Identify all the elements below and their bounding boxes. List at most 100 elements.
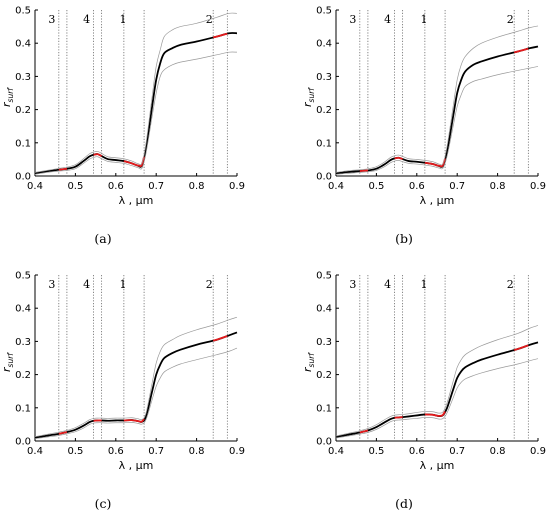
- mean-data-point: [432, 414, 434, 416]
- mean-data-point: [236, 32, 238, 34]
- mean-data-point: [347, 171, 349, 173]
- x-tick-label: 0.5: [368, 181, 384, 192]
- mean-data-point: [155, 374, 157, 376]
- band-label: 3: [349, 13, 356, 26]
- y-tick-label: 0.1: [15, 138, 31, 149]
- upper-envelope-line: [336, 26, 538, 172]
- mean-data-point: [394, 158, 396, 160]
- band-label: 1: [119, 13, 126, 26]
- mean-data-point: [368, 430, 370, 432]
- mean-data-point: [456, 92, 458, 94]
- mean-data-point: [537, 342, 539, 344]
- mean-data-point: [115, 159, 117, 161]
- y-axis-title: rsurf: [0, 87, 15, 107]
- mean-data-point: [529, 47, 531, 49]
- mean-data-point: [216, 339, 218, 341]
- y-tick-label: 0.5: [15, 271, 31, 282]
- x-tick-label: 0.9: [530, 181, 546, 192]
- mean-data-point: [131, 419, 133, 421]
- band-label: 2: [507, 278, 514, 291]
- band-label: 3: [349, 278, 356, 291]
- mean-data-point: [228, 335, 230, 337]
- mean-spectrum-line: [35, 33, 237, 173]
- panel-label: (d): [395, 496, 413, 511]
- y-tick-label: 0.5: [316, 271, 332, 282]
- mean-data-point: [163, 52, 165, 54]
- x-tick-label: 0.9: [229, 181, 245, 192]
- mean-data-point: [67, 431, 69, 433]
- x-tick-label: 0.5: [67, 446, 83, 457]
- mean-data-point: [390, 418, 392, 420]
- band-label: 3: [48, 13, 55, 26]
- band-highlight-segment: [59, 169, 67, 170]
- mean-data-point: [438, 165, 440, 167]
- mean-data-point: [172, 47, 174, 49]
- band-highlight-segment: [124, 419, 144, 422]
- mean-data-point: [416, 415, 418, 417]
- mean-data-point: [123, 420, 125, 422]
- x-axis-title: λ , µm: [420, 194, 455, 207]
- mean-data-point: [398, 417, 400, 419]
- mean-data-point: [464, 366, 466, 368]
- x-tick-label: 0.5: [67, 181, 83, 192]
- band-label: 2: [507, 13, 514, 26]
- mean-data-point: [180, 44, 182, 46]
- mean-data-point: [155, 79, 157, 81]
- mean-data-point: [151, 105, 153, 107]
- mean-data-point: [172, 352, 174, 354]
- mean-data-point: [137, 420, 139, 422]
- x-tick-label: 0.9: [229, 446, 245, 457]
- y-tick-label: 0.4: [316, 304, 332, 315]
- panel-label: (c): [95, 496, 112, 511]
- upper-envelope-line: [336, 325, 538, 436]
- mean-data-point: [236, 332, 238, 334]
- mean-data-point: [163, 357, 165, 359]
- mean-data-point: [384, 164, 386, 166]
- band-label: 4: [83, 278, 90, 291]
- mean-data-point: [196, 41, 198, 43]
- mean-data-point: [460, 370, 462, 372]
- panel-label: (b): [395, 231, 413, 246]
- mean-data-point: [228, 32, 230, 34]
- mean-data-point: [93, 420, 95, 422]
- band-label: 4: [83, 13, 90, 26]
- mean-data-point: [402, 416, 404, 418]
- y-tick-label: 0.4: [15, 304, 31, 315]
- mean-data-point: [359, 432, 361, 434]
- y-tick-label: 0.3: [316, 337, 332, 348]
- band-label: 3: [48, 278, 55, 291]
- band-highlight-segment: [213, 336, 227, 341]
- mean-spectrum-line: [336, 47, 538, 174]
- band-highlight-segment: [514, 345, 528, 350]
- x-tick-label: 0.4: [328, 181, 344, 192]
- x-axis-title: λ , µm: [420, 459, 455, 472]
- x-tick-label: 0.9: [530, 446, 546, 457]
- mean-data-point: [75, 429, 77, 431]
- mean-data-point: [89, 156, 91, 158]
- mean-data-point: [464, 71, 466, 73]
- mean-data-point: [335, 173, 337, 175]
- mean-data-point: [97, 420, 99, 422]
- mean-data-point: [101, 155, 103, 157]
- mean-data-point: [473, 362, 475, 364]
- y-tick-label: 0.2: [316, 105, 332, 116]
- mean-data-point: [83, 160, 85, 162]
- mean-data-point: [46, 435, 48, 437]
- mean-data-point: [517, 348, 519, 350]
- mean-data-point: [473, 64, 475, 66]
- mean-data-point: [83, 425, 85, 427]
- x-tick-label: 0.4: [27, 181, 43, 192]
- x-tick-label: 0.4: [328, 446, 344, 457]
- y-tick-label: 0.5: [15, 6, 31, 17]
- x-tick-label: 0.8: [490, 446, 506, 457]
- mean-data-point: [452, 115, 454, 117]
- mean-data-point: [107, 420, 109, 422]
- lower-envelope-line: [336, 359, 538, 438]
- band-label: 1: [420, 278, 427, 291]
- mean-data-point: [180, 349, 182, 351]
- mean-data-point: [376, 168, 378, 170]
- band-highlight-segment: [213, 34, 227, 38]
- band-highlight-segment: [514, 49, 528, 53]
